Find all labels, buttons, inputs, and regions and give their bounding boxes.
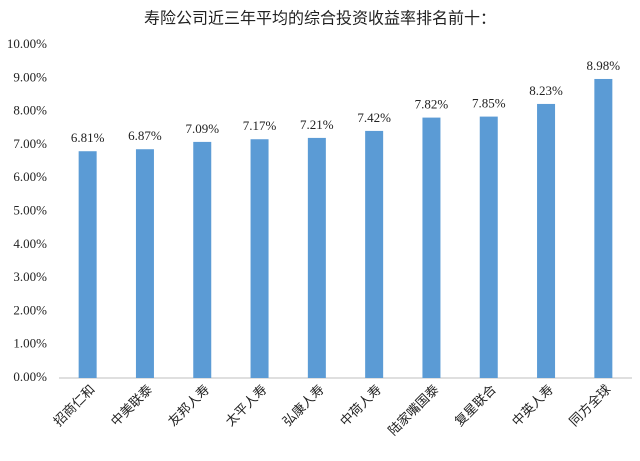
chart-title: 寿险公司近三年平均的综合投资收益率排名前十： <box>144 10 496 28</box>
y-tick-label: 9.00% <box>13 69 47 84</box>
bar <box>250 139 269 378</box>
bar <box>135 149 154 378</box>
bar <box>365 130 384 378</box>
y-tick-label: 5.00% <box>13 202 47 217</box>
y-tick-label: 1.00% <box>13 336 47 351</box>
bar <box>78 151 97 378</box>
y-tick-label: 0.00% <box>13 369 47 384</box>
y-tick-label: 3.00% <box>13 269 47 284</box>
value-label: 8.98% <box>587 58 621 73</box>
value-label: 7.09% <box>185 121 219 136</box>
bar <box>479 116 498 378</box>
y-tick-label: 6.00% <box>13 169 47 184</box>
value-label: 6.81% <box>71 130 105 145</box>
value-label: 7.82% <box>415 97 449 112</box>
bar <box>594 78 613 378</box>
bar <box>422 117 441 379</box>
y-tick-label: 2.00% <box>13 302 47 317</box>
value-label: 6.87% <box>128 128 162 143</box>
y-tick-label: 7.00% <box>13 136 47 151</box>
value-label: 7.42% <box>357 110 391 125</box>
bar <box>307 137 326 378</box>
y-tick-label: 4.00% <box>13 236 47 251</box>
bar <box>193 141 212 378</box>
bar <box>537 103 556 378</box>
value-label: 7.85% <box>472 96 506 111</box>
value-label: 8.23% <box>529 83 563 98</box>
y-tick-label: 8.00% <box>13 103 47 118</box>
value-label: 7.17% <box>243 118 277 133</box>
value-label: 7.21% <box>300 117 334 132</box>
y-tick-label: 10.00% <box>7 36 47 51</box>
